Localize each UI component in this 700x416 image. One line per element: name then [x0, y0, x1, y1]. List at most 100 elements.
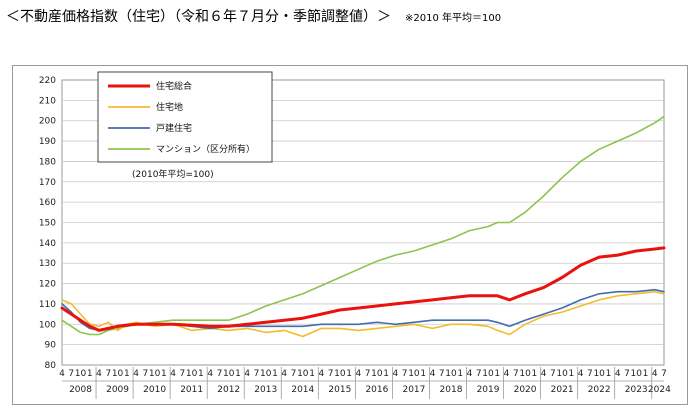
x-month-tick: 7 [142, 369, 148, 379]
x-month-tick: 7 [439, 369, 445, 379]
x-month-tick: 4 [467, 369, 473, 379]
x-month-tick: 7 [254, 369, 260, 379]
chart-frame [12, 65, 688, 405]
y-tick-label: 150 [39, 219, 56, 229]
x-year-label: 2016 [365, 385, 388, 395]
x-month-tick: 7 [550, 369, 556, 379]
x-month-tick: 4 [170, 369, 176, 379]
x-month-tick: 7 [217, 369, 223, 379]
y-tick-label: 120 [39, 280, 56, 290]
y-tick-label: 220 [39, 76, 56, 86]
x-month-tick: 4 [318, 369, 324, 379]
x-month-tick: 10 [112, 369, 124, 379]
x-month-tick: 4 [652, 369, 658, 379]
legend-label: 戸建住宅 [156, 122, 192, 134]
x-month-tick: 4 [578, 369, 584, 379]
y-tick-label: 90 [45, 341, 57, 351]
x-month-tick: 1 [161, 369, 167, 379]
x-month-tick: 7 [513, 369, 519, 379]
x-month-tick: 1 [383, 369, 389, 379]
x-month-tick: 10 [445, 369, 457, 379]
y-tick-label: 210 [39, 96, 56, 106]
x-month-tick: 7 [328, 369, 334, 379]
x-month-tick: 7 [587, 369, 593, 379]
x-month-tick: 1 [272, 369, 278, 379]
x-year-label: 2019 [477, 385, 500, 395]
x-month-tick: 10 [630, 369, 642, 379]
x-month-tick: 7 [180, 369, 186, 379]
x-month-tick: 4 [244, 369, 250, 379]
x-year-label: 2015 [328, 385, 351, 395]
x-month-tick: 1 [346, 369, 352, 379]
x-month-tick: 1 [87, 369, 93, 379]
x-year-label: 2018 [440, 385, 463, 395]
x-month-tick: 1 [569, 369, 575, 379]
base-note: (2010年平均=100) [132, 168, 214, 180]
x-year-label: 2008 [69, 385, 92, 395]
x-year-label: 2010 [143, 385, 166, 395]
x-month-tick: 7 [661, 369, 667, 379]
x-month-tick: 10 [75, 369, 87, 379]
x-month-tick: 1 [643, 369, 649, 379]
y-tick-label: 170 [39, 178, 56, 188]
x-month-tick: 10 [556, 369, 568, 379]
x-month-tick: 7 [402, 369, 408, 379]
x-month-tick: 4 [541, 369, 547, 379]
title-text: ＜不動産価格指数（住宅）（令和６年７月分・季節調整値）＞ [6, 9, 391, 25]
x-month-tick: 10 [260, 369, 272, 379]
x-month-tick: 4 [430, 369, 436, 379]
legend-label: 住宅総合 [156, 80, 192, 92]
series-line [60, 246, 666, 332]
x-month-tick: 10 [593, 369, 605, 379]
x-month-tick: 4 [281, 369, 287, 379]
y-tick-label: 80 [45, 361, 57, 371]
x-month-tick: 7 [291, 369, 297, 379]
x-month-tick: 10 [186, 369, 198, 379]
x-month-tick: 7 [105, 369, 111, 379]
legend-label: 住宅地 [156, 101, 183, 113]
x-month-tick: 10 [297, 369, 309, 379]
x-month-tick: 1 [457, 369, 463, 379]
x-month-tick: 1 [420, 369, 426, 379]
x-year-label: 2021 [551, 385, 574, 395]
y-tick-label: 140 [39, 239, 56, 249]
x-year-label: 2023 [625, 385, 648, 395]
x-month-tick: 1 [198, 369, 204, 379]
x-month-tick: 4 [133, 369, 139, 379]
y-tick-label: 180 [39, 157, 56, 167]
title-note: ※2010 年平均＝100 [405, 13, 502, 24]
y-tick-label: 200 [39, 117, 56, 127]
y-tick-label: 160 [39, 198, 56, 208]
x-year-label: 2013 [254, 385, 277, 395]
x-month-tick: 7 [68, 369, 74, 379]
x-month-tick: 10 [334, 369, 346, 379]
x-year-label: 2012 [217, 385, 240, 395]
x-month-tick: 4 [207, 369, 213, 379]
x-year-label: 2022 [588, 385, 611, 395]
x-month-tick: 7 [476, 369, 482, 379]
x-year-label: 2014 [291, 385, 314, 395]
x-month-tick: 10 [149, 369, 161, 379]
x-month-tick: 10 [223, 369, 235, 379]
x-month-tick: 10 [371, 369, 383, 379]
x-month-tick: 7 [365, 369, 371, 379]
x-month-tick: 4 [96, 369, 102, 379]
x-month-tick: 1 [309, 369, 315, 379]
x-month-tick: 1 [531, 369, 537, 379]
x-year-label: 2024 [648, 385, 671, 395]
x-month-tick: 10 [482, 369, 494, 379]
series-line [61, 290, 665, 338]
legend-label: マンション（区分所有） [156, 143, 255, 155]
y-tick-label: 100 [39, 320, 56, 330]
y-tick-label: 110 [39, 300, 56, 310]
x-year-label: 2020 [514, 385, 537, 395]
x-month-tick: 1 [606, 369, 612, 379]
x-month-tick: 10 [519, 369, 531, 379]
page-title: ＜不動産価格指数（住宅）（令和６年７月分・季節調整値）＞ ※2010 年平均＝10… [6, 6, 501, 26]
x-month-tick: 7 [624, 369, 630, 379]
x-month-tick: 4 [504, 369, 510, 379]
x-year-label: 2009 [106, 385, 129, 395]
x-month-tick: 4 [615, 369, 621, 379]
x-month-tick: 1 [494, 369, 500, 379]
